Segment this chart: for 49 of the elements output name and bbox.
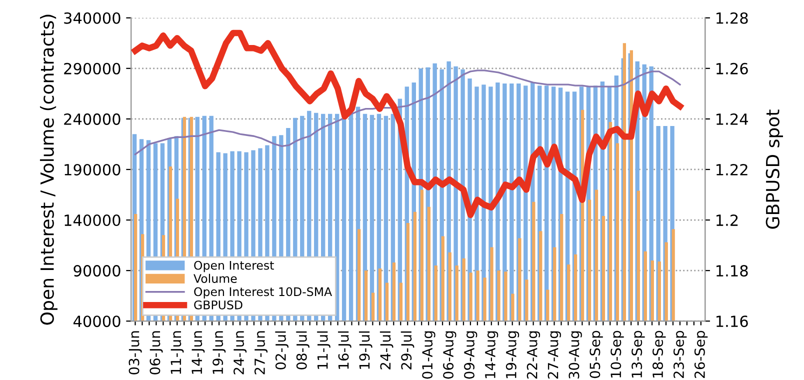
x-tick-label: 30-Aug xyxy=(568,331,582,379)
x-tick-label: 18-Sep xyxy=(652,330,666,378)
x-tick-label: 19-Jun xyxy=(212,331,226,374)
x-tick-label: 19-Jul xyxy=(358,331,372,369)
legend-label: Open Interest 10D-SMA xyxy=(194,287,332,298)
x-tick-label: 09-Aug xyxy=(464,331,478,379)
x-tick-label: 14-Jun xyxy=(192,331,205,374)
x-tick-label: 14-Aug xyxy=(485,331,498,378)
x-tick-label: 11-Jun xyxy=(170,331,184,374)
y-tick-label: 140000 xyxy=(64,214,120,226)
y-tick-label: 240000 xyxy=(64,113,120,125)
legend-label: Volume xyxy=(194,274,237,283)
y2-tick-label: 1.18 xyxy=(716,265,748,277)
x-tick-label: 19-Aug xyxy=(506,331,520,378)
x-tick-label: 16-Jul xyxy=(338,331,352,369)
y2-axis-title: GBPUSD spot xyxy=(766,110,783,229)
y-axis-title: Open Interest / Volume (contracts) xyxy=(40,14,58,325)
x-tick-label: 08-Jul xyxy=(296,331,310,370)
y-tick-label: 190000 xyxy=(64,164,120,176)
y-tick-label: 340000 xyxy=(64,12,120,24)
x-tick-label: 06-Aug xyxy=(443,331,456,379)
y2-tick-label: 1.22 xyxy=(716,164,748,176)
y2-tick-label: 1.16 xyxy=(716,316,748,328)
x-tick-label: 24-Jul xyxy=(380,331,394,370)
y2-tick-label: 1.28 xyxy=(716,12,748,24)
x-tick-label: 06-Jun xyxy=(150,331,163,374)
x-tick-label: 22-Aug xyxy=(526,331,540,379)
x-tick-label: 26-Sep xyxy=(694,330,708,378)
legend-label: GBPUSD xyxy=(194,300,242,310)
x-tick-label: 05-Sep xyxy=(590,330,603,378)
y-tick-label: 290000 xyxy=(64,62,120,74)
y2-tick-label: 1.26 xyxy=(716,62,748,74)
x-tick-label: 13-Sep xyxy=(632,330,645,378)
y-tick-label: 40000 xyxy=(73,316,120,328)
x-tick-label: 24-Jun xyxy=(234,331,247,374)
legend-label: Open Interest xyxy=(194,260,274,272)
y2-tick-label: 1.24 xyxy=(716,113,748,125)
x-tick-label: 11-Jul xyxy=(317,331,330,369)
x-tick-label: 02-Jul xyxy=(275,331,289,370)
x-tick-label: 03-Jun xyxy=(128,331,142,374)
y2-tick-label: 1.2 xyxy=(716,214,738,226)
x-tick-label: 01-Aug xyxy=(422,331,436,379)
y-tick-label: 90000 xyxy=(74,265,120,277)
line-series xyxy=(134,70,681,156)
x-tick-label: 10-Sep xyxy=(610,330,624,378)
x-tick-label: 27-Jun xyxy=(254,331,268,374)
x-tick-label: 29-Jul xyxy=(400,331,414,370)
x-tick-label: 23-Sep xyxy=(673,330,687,378)
x-tick-label: 27-Aug xyxy=(548,331,561,379)
